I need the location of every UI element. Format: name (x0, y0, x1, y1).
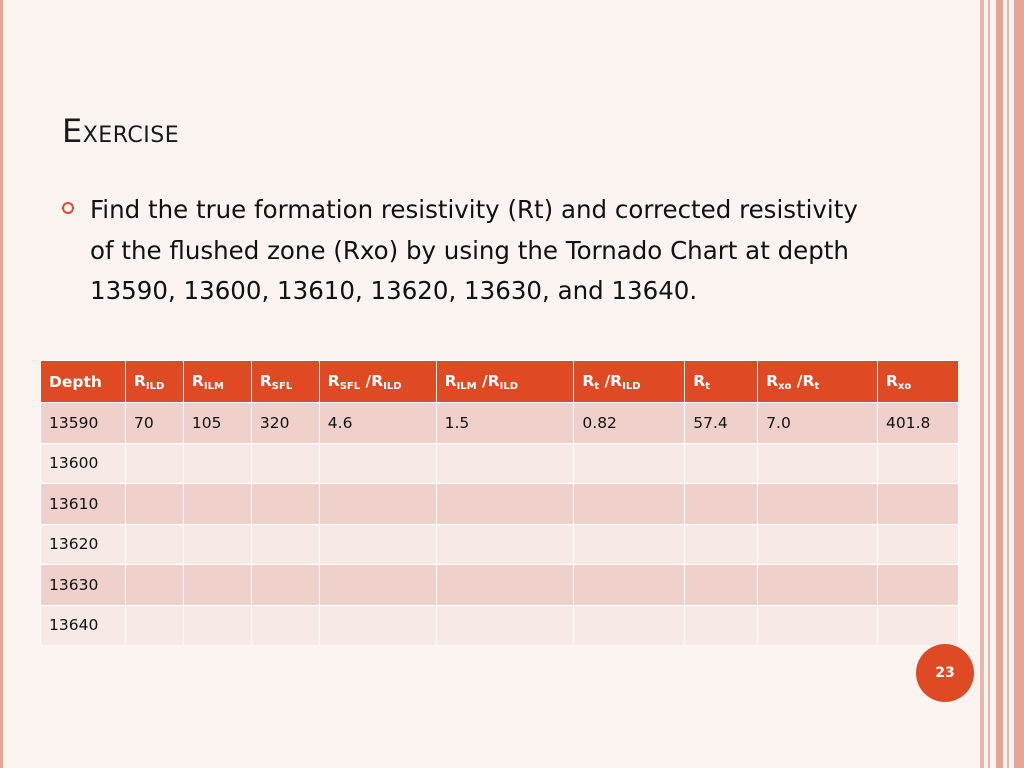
right-border-decoration (978, 0, 1024, 768)
table-cell (684, 483, 759, 525)
left-border-stripe (0, 0, 3, 768)
table-cell (318, 483, 437, 525)
table-cell (876, 442, 960, 484)
table-cell (250, 483, 320, 525)
table-cell (876, 483, 960, 525)
table-cell: 1.5 (435, 402, 575, 444)
table-row: 13620 (40, 523, 960, 565)
table-cell (757, 564, 878, 606)
table-cell (684, 442, 759, 484)
table-cell (876, 523, 960, 565)
table-cell (757, 523, 878, 565)
table-cell (435, 523, 575, 565)
table-cell: 13590 (40, 402, 126, 444)
table-header-cell: RSFL (250, 360, 320, 403)
table-cell (876, 604, 960, 646)
table-cell (573, 604, 686, 646)
table-cell (318, 523, 437, 565)
table-cell (250, 442, 320, 484)
table-header-cell: Rt (684, 360, 759, 403)
table-cell (435, 564, 575, 606)
table-cell (318, 604, 437, 646)
table-cell: 4.6 (318, 402, 437, 444)
table-header-cell: Rxo /Rt (757, 360, 878, 403)
table-cell (250, 604, 320, 646)
table-cell (318, 564, 437, 606)
table-cell (182, 564, 252, 606)
table-cell: 13620 (40, 523, 126, 565)
table-cell: 13640 (40, 604, 126, 646)
table-cell (435, 483, 575, 525)
table-cell (435, 442, 575, 484)
table-cell: 7.0 (757, 402, 878, 444)
table-row: 13640 (40, 604, 960, 646)
table-body: 13590 70 105 320 4.6 1.5 0.82 57.4 7.0 401.8 13600… (40, 402, 960, 646)
table-cell (757, 442, 878, 484)
table-cell (124, 564, 184, 606)
table-header-cell: RILM /RILD (435, 360, 575, 403)
table-cell (435, 604, 575, 646)
table-header-row: Depth RILD RILM RSFL RSFL /RILD RILM /RILD Rt … (40, 360, 960, 403)
table-cell (876, 564, 960, 606)
table-row: 13630 (40, 564, 960, 606)
table-cell (124, 483, 184, 525)
table-header-cell: Rt /RILD (573, 360, 686, 403)
bullet-text: Find the true formation resistivity (Rt)… (90, 195, 858, 305)
table-cell: 57.4 (684, 402, 759, 444)
table-header-cell: RILD (124, 360, 184, 403)
table-cell (757, 604, 878, 646)
table-cell: 0.82 (573, 402, 686, 444)
table-cell (250, 564, 320, 606)
table-cell (182, 442, 252, 484)
page-number-badge: 23 (916, 644, 974, 702)
table-cell: 13630 (40, 564, 126, 606)
table-cell (124, 523, 184, 565)
table-cell (684, 523, 759, 565)
table-cell (182, 483, 252, 525)
table-cell (250, 523, 320, 565)
table-cell (182, 523, 252, 565)
table-header-cell: RSFL /RILD (318, 360, 437, 403)
table-cell: 13600 (40, 442, 126, 484)
table-header-cell: Depth (40, 360, 126, 403)
table-header-cell: Rxo (876, 360, 960, 403)
table-cell (684, 564, 759, 606)
table-cell (318, 442, 437, 484)
table-cell (684, 604, 759, 646)
slide-title: Exercise (62, 112, 180, 150)
table-row: 13600 (40, 442, 960, 484)
table-cell (573, 483, 686, 525)
table-cell (573, 442, 686, 484)
table-header-cell: RILM (182, 360, 252, 403)
table-cell: 320 (250, 402, 320, 444)
table-cell (573, 523, 686, 565)
table-cell (757, 483, 878, 525)
table-cell (573, 564, 686, 606)
bullet-circle-icon (62, 202, 74, 214)
table-cell: 401.8 (876, 402, 960, 444)
table-cell (182, 604, 252, 646)
table-cell (124, 604, 184, 646)
table-cell (124, 442, 184, 484)
table-cell: 13610 (40, 483, 126, 525)
bullet-item: Find the true formation resistivity (Rt)… (62, 190, 862, 312)
table-cell: 105 (182, 402, 252, 444)
table-row: 13610 (40, 483, 960, 525)
table-cell: 70 (124, 402, 184, 444)
resistivity-table: Depth RILD RILM RSFL RSFL /RILD RILM /RILD Rt … (40, 360, 960, 646)
table-row: 13590 70 105 320 4.6 1.5 0.82 57.4 7.0 401.8 (40, 402, 960, 444)
